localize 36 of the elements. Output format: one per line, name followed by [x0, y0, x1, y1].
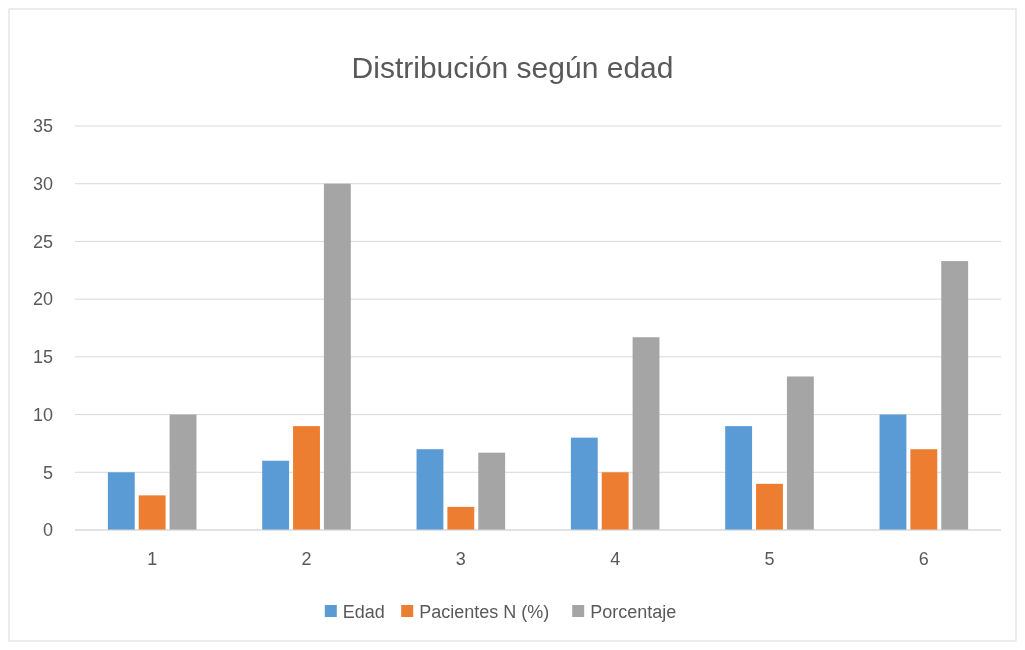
x-tick-label: 2 — [301, 549, 312, 569]
bar — [632, 337, 660, 530]
bar — [570, 437, 598, 530]
x-tick-label: 5 — [764, 549, 775, 569]
bar — [262, 460, 290, 530]
x-tick-label: 3 — [455, 549, 466, 569]
x-tick-label: 4 — [610, 549, 621, 569]
bar — [107, 472, 135, 530]
legend-label: Pacientes N (%) — [419, 602, 550, 623]
y-tick-label: 30 — [32, 174, 53, 195]
bar — [601, 472, 629, 530]
bar — [910, 449, 938, 530]
legend-label: Porcentaje — [590, 602, 677, 623]
bar — [138, 495, 166, 530]
legend-label: Edad — [342, 602, 385, 623]
bar — [293, 426, 320, 530]
bar — [169, 414, 197, 530]
bar — [756, 483, 783, 530]
y-tick-label: 20 — [32, 289, 53, 310]
bar — [786, 376, 814, 530]
y-tick-label: 0 — [42, 520, 53, 541]
y-tick-label: 35 — [32, 116, 53, 137]
y-tick-label: 5 — [42, 462, 53, 483]
x-tick-label: 6 — [918, 549, 929, 569]
bar — [478, 452, 506, 530]
bar — [725, 426, 753, 530]
bar — [323, 183, 351, 530]
bar — [416, 449, 444, 530]
y-tick-label: 10 — [32, 404, 53, 425]
bar — [941, 261, 969, 530]
x-tick-label: 1 — [147, 549, 158, 569]
chart-title: Distribución según edad — [351, 51, 674, 84]
bar — [447, 506, 475, 530]
y-tick-label: 15 — [32, 347, 53, 368]
y-tick-label: 25 — [32, 231, 53, 252]
bar — [879, 414, 907, 530]
